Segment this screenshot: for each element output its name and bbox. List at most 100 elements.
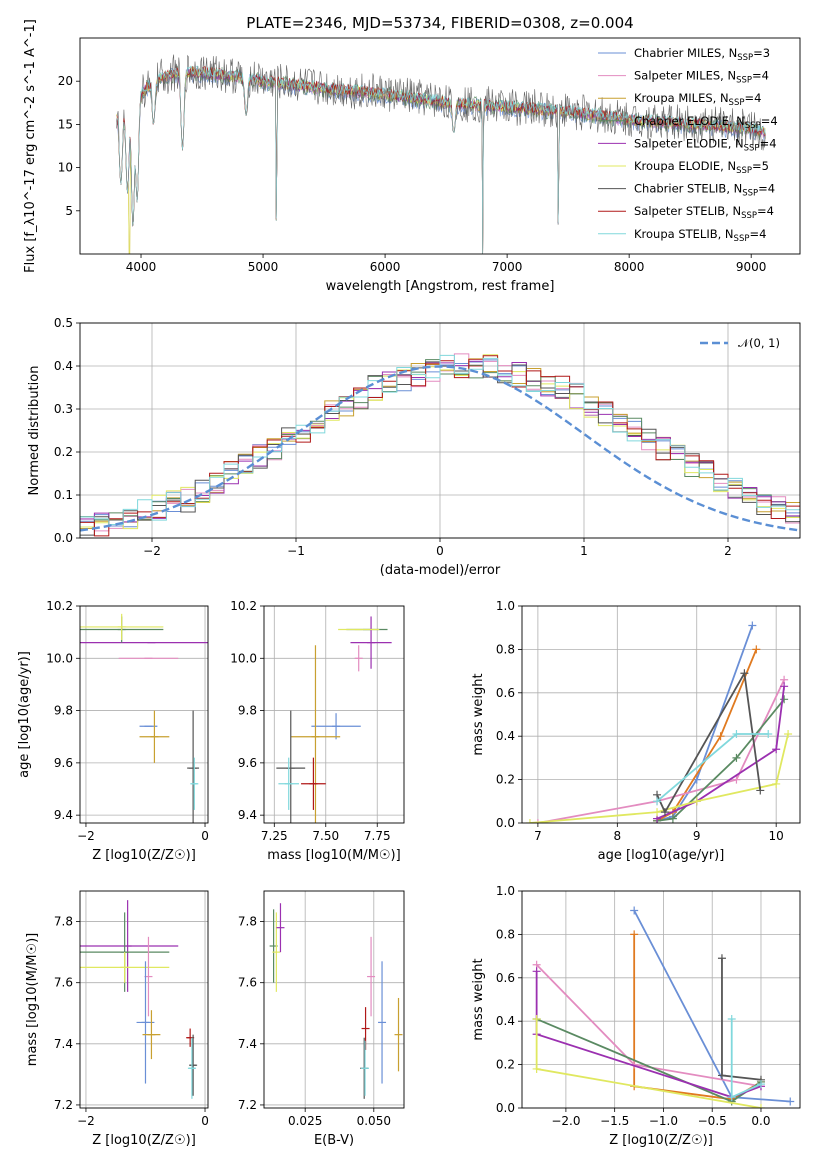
x-tick-label: −1 (287, 544, 305, 558)
y-tick-label: 9.6 (54, 756, 73, 770)
y-tick-label: 0.4 (496, 729, 515, 743)
x-tick-label: −2 (143, 544, 161, 558)
plot-area (80, 900, 198, 1099)
series-marker (732, 775, 741, 784)
panel-spectrum: 4000 5000 6000 7000 8000 9000 5 10 15 20 wavelengt… (23, 19, 801, 294)
y-axis-label: mass weight (471, 958, 486, 1040)
x-axis-label: Z [log10(Z/Z☉)] (92, 848, 196, 863)
series-line (730, 1019, 762, 1099)
spectrum-line (116, 54, 766, 254)
x-tick-label: 7.50 (312, 829, 339, 843)
x-tick-label: 4000 (126, 260, 157, 274)
y-tick-label: 1.0 (496, 599, 515, 613)
legend-entry: 𝒩(0, 1) (738, 336, 780, 350)
y-tick-label: 0.8 (496, 642, 515, 656)
x-tick-label: 0 (436, 544, 444, 558)
y-tick-label: 0.3 (54, 402, 73, 416)
x-tick-label: 9000 (736, 260, 767, 274)
y-tick-label: 15 (58, 117, 73, 131)
x-tick-label: 0 (201, 1114, 209, 1128)
x-tick-label: −2.0 (551, 1114, 580, 1128)
figure-title: PLATE=2346, MJD=53734, FIBERID=0308, z=0… (246, 14, 633, 32)
axes-frame (521, 605, 801, 824)
plot-area (80, 353, 800, 538)
y-tick-label: 0.8 (496, 927, 515, 941)
x-tick-label: 7000 (492, 260, 523, 274)
x-tick-label: −1.5 (600, 1114, 629, 1128)
y-tick-label: 7.2 (238, 1098, 257, 1112)
plot-area (269, 903, 403, 1099)
x-tick-label: 6000 (370, 260, 401, 274)
legend-entry: Chabrier STELIB, NSSP=4 (634, 182, 775, 199)
series-marker (780, 695, 789, 704)
y-tick-label: 7.6 (54, 976, 73, 990)
series-marker (784, 730, 793, 739)
y-tick-label: 0.2 (496, 1058, 515, 1072)
y-tick-label: 10 (58, 161, 73, 175)
series-marker (630, 930, 639, 939)
series-marker (727, 1093, 736, 1102)
y-tick-label: 0.5 (54, 316, 73, 330)
y-tick-label: 0.0 (496, 816, 515, 830)
y-tick-label: 9.4 (54, 808, 73, 822)
y-tick-label: 10.2 (46, 599, 73, 613)
series-marker (756, 1104, 765, 1108)
series-line (656, 625, 754, 822)
series-marker (756, 1080, 765, 1089)
series-line (656, 698, 785, 822)
series-marker (668, 814, 677, 823)
y-tick-label: 0.0 (496, 1101, 515, 1115)
series-marker (780, 682, 789, 691)
x-axis-label: age [log10(age/yr)] (598, 848, 725, 863)
y-tick-label: 0.1 (54, 488, 73, 502)
plot-area (116, 54, 766, 254)
x-tick-label: 8 (613, 829, 621, 843)
plot-area (276, 616, 392, 823)
y-tick-label: 7.8 (238, 915, 257, 929)
series-marker (525, 819, 534, 823)
x-axis-label: E(B-V) (314, 1133, 354, 1148)
axes-frame (521, 890, 801, 1109)
y-tick-label: 0.2 (496, 773, 515, 787)
y-tick-label: 0.6 (496, 686, 515, 700)
series-marker (532, 1015, 541, 1024)
x-tick-label: 5000 (248, 260, 279, 274)
series-marker (630, 906, 639, 915)
y-tick-label: 0.4 (496, 1014, 515, 1028)
series-line (656, 686, 786, 820)
plot-area (80, 613, 208, 823)
axes-frame (79, 322, 801, 539)
normal-curve (80, 365, 800, 532)
x-tick-label: 7.75 (364, 829, 391, 843)
legend-entry: Salpeter MILES, NSSP=4 (634, 69, 769, 86)
x-tick-label: 7.25 (261, 829, 288, 843)
y-tick-label: 0.6 (496, 971, 515, 985)
panel-mass-vs-EBV: 0.025 0.050 7.2 7.4 7.6 7.8 E(B-V) (238, 890, 405, 1148)
y-axis-label: Normed distribution (27, 366, 42, 496)
y-tick-label: 0.4 (54, 359, 73, 373)
legend-entry: Chabrier ELODIE, NSSP=4 (634, 114, 778, 131)
series-line (535, 964, 762, 1088)
series-marker (660, 808, 669, 817)
panel-mass-weight-vs-age: 7 8 9 10 0.0 0.2 0.4 0.6 0.8 1.0 age [log10(age/yr… (471, 599, 801, 863)
y-tick-label: 1.0 (496, 884, 515, 898)
series-marker (752, 645, 761, 654)
y-tick-label: 9.8 (238, 704, 257, 718)
x-tick-label: 10 (769, 829, 784, 843)
series-marker (717, 1071, 726, 1080)
x-tick-label: 0.050 (357, 1114, 391, 1128)
y-tick-label: 9.6 (238, 756, 257, 770)
spectrum-line (116, 65, 766, 254)
axes-frame (263, 605, 405, 824)
legend-entry: Kroupa ELODIE, NSSP=5 (634, 159, 769, 176)
series-marker (532, 967, 541, 976)
panel-age-vs-Z: −2 0 9.4 9.6 9.8 10.0 10.2 Z [log10(Z/Z☉)] age [… (17, 599, 209, 863)
x-tick-label: 9 (693, 829, 701, 843)
series-marker (740, 669, 749, 678)
series-marker (764, 730, 773, 739)
y-tick-label: 7.2 (54, 1098, 73, 1112)
legend-entry: Chabrier MILES, NSSP=3 (634, 46, 770, 63)
y-tick-label: 7.8 (54, 915, 73, 929)
x-tick-label: 0.025 (288, 1114, 322, 1128)
panel-residuals: −2 −1 0 1 2 0.0 0.1 0.2 0.3 0.4 0.5 (data-model)/er… (27, 316, 801, 578)
